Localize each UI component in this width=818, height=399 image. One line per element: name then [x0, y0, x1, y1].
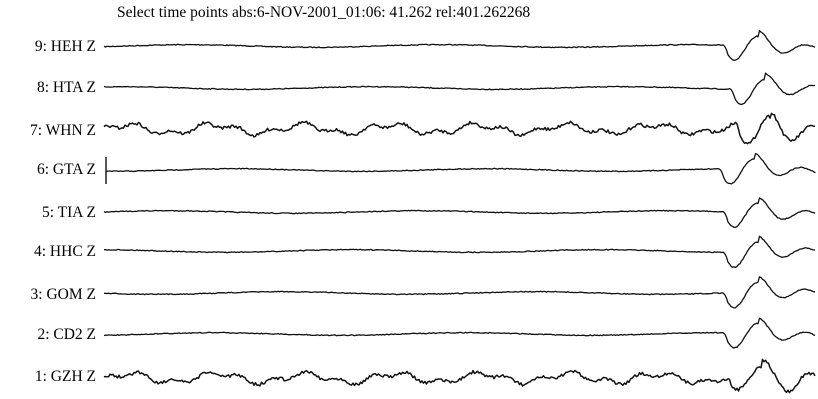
trace-label-cd2[interactable]: 2: CD2 Z [37, 326, 96, 343]
trace-label-gzh[interactable]: 1: GZH Z [34, 368, 96, 385]
trace-label-tia[interactable]: 5: TIA Z [42, 204, 96, 221]
trace-label-heh[interactable]: 9: HEH Z [34, 38, 96, 55]
selected-time-header: Select time points abs:6-NOV-2001_01:06:… [117, 4, 531, 21]
trace-label-hta[interactable]: 8: HTA Z [36, 79, 96, 96]
seismic-trace [103, 317, 816, 349]
trace-label-hhc[interactable]: 4: HHC Z [34, 243, 96, 260]
seismic-trace [105, 153, 816, 185]
seismic-trace [103, 112, 815, 145]
seismic-trace [103, 72, 816, 106]
trace-label-gta[interactable]: 6: GTA Z [36, 161, 96, 178]
seismic-trace [103, 358, 816, 394]
seismic-trace [103, 30, 816, 61]
trace-label-whn[interactable]: 7: WHN Z [29, 122, 96, 139]
seismic-trace [103, 276, 816, 309]
seismic-trace [103, 235, 816, 269]
trace-label-gom[interactable]: 3: GOM Z [30, 286, 96, 303]
seismic-trace [103, 197, 816, 229]
